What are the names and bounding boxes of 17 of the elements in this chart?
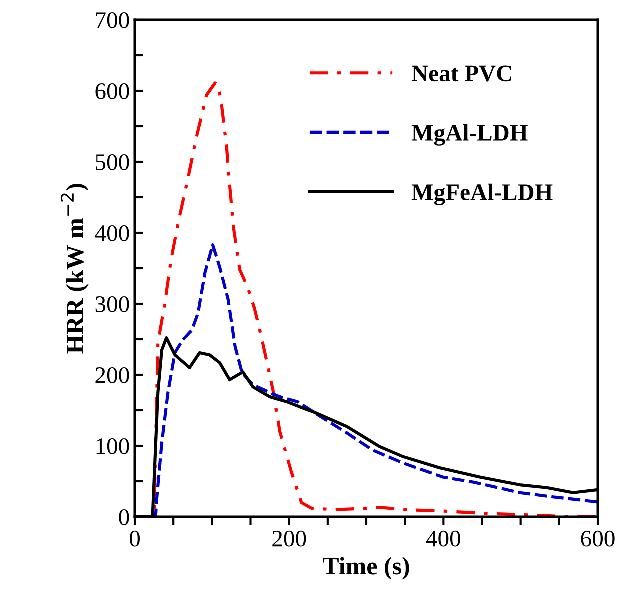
x-tick-label: 600 bbox=[581, 530, 615, 547]
legend-label: MgFeAl-LDH bbox=[412, 184, 553, 206]
y-tick-label: 100 bbox=[96, 438, 130, 454]
y-tick-label: 500 bbox=[96, 154, 130, 170]
legend-label: MgAl-LDH bbox=[412, 124, 528, 146]
x-tick-label: 200 bbox=[272, 530, 306, 547]
x-tick-label: 400 bbox=[426, 530, 460, 547]
y-tick-label: 400 bbox=[95, 225, 130, 242]
x-tick-label: 0 bbox=[130, 530, 140, 547]
y-tick-label: 300 bbox=[96, 296, 130, 312]
y-axis-title: HRR (kW m$^{−2}$) bbox=[60, 184, 89, 354]
y-tick-label: 700 bbox=[96, 12, 130, 28]
legend-label: Neat PVC bbox=[412, 66, 512, 82]
x-axis-title: Time (s) bbox=[323, 557, 410, 580]
y-tick-label: 200 bbox=[96, 367, 130, 384]
y-tick-label: 600 bbox=[96, 83, 130, 100]
y-tick-label: 0 bbox=[119, 509, 130, 526]
